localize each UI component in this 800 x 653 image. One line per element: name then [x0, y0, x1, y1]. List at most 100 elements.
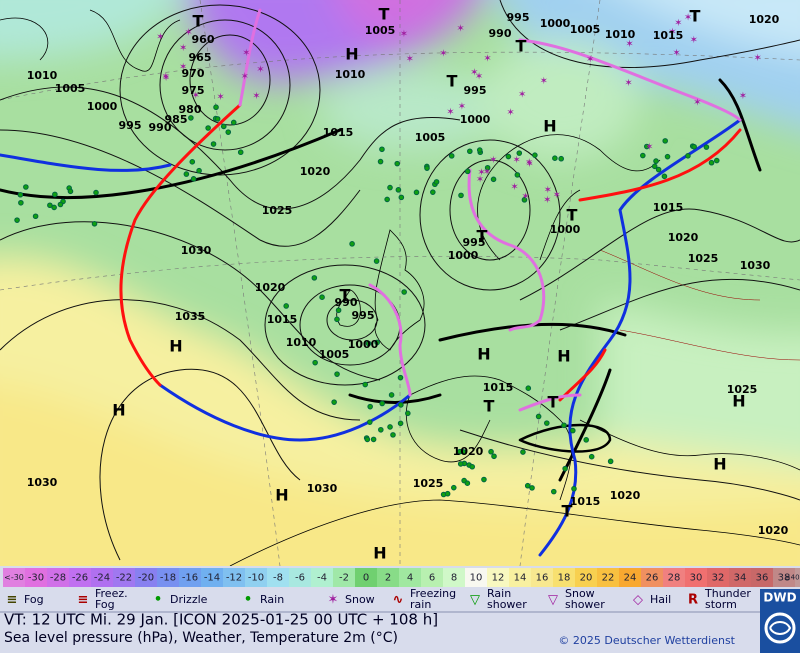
scale-label: 0 [363, 573, 369, 584]
scale-cell [25, 568, 47, 587]
scale-cell [113, 568, 135, 587]
snow-symbol: ✶ [162, 72, 170, 83]
scale-label: <-30 [4, 573, 24, 582]
rain-symbol [331, 399, 337, 405]
snow-symbol: ✶ [693, 98, 701, 109]
isobars [0, 0, 800, 561]
isobar-label: 1000 [348, 338, 379, 351]
rain-symbol [319, 294, 325, 300]
rain-symbol [550, 488, 557, 495]
isobar-label: 1015 [653, 201, 684, 214]
scale-cell [201, 568, 223, 587]
pressure-center: T [548, 393, 559, 412]
scale-label: -6 [295, 573, 305, 584]
snow-symbol: ✶ [179, 62, 187, 73]
isobar-label: 1030 [740, 259, 771, 272]
rain-symbol [51, 204, 57, 211]
scale-cell [245, 568, 267, 587]
temperature-field [0, 0, 800, 566]
scale-cell [773, 568, 795, 587]
rain-symbol [713, 157, 720, 164]
snow-symbol: ✶ [446, 107, 454, 118]
rain-symbol [524, 482, 531, 489]
isobar-label: 1020 [749, 13, 780, 26]
copyright: © 2025 Deutscher Wetterdienst [558, 634, 735, 647]
scale-cell [597, 568, 619, 587]
rain-symbol [535, 413, 542, 420]
rain-symbol [558, 155, 564, 162]
snow-symbol: ✶ [672, 48, 680, 59]
pressure-center: H [373, 544, 386, 563]
isobar-label: 1005 [55, 82, 86, 95]
scale-cell [355, 568, 377, 587]
snow-symbol: ✶ [540, 76, 548, 87]
rain-symbol [311, 275, 318, 281]
rain-symbol [214, 116, 221, 122]
snow-symbol: ✶ [518, 89, 526, 100]
scale-cell [421, 568, 443, 587]
rain-symbol [52, 191, 58, 198]
scale-label: ≥40 °C [785, 574, 800, 582]
snow-symbol: ✶ [252, 91, 260, 102]
scale-label: 4 [407, 573, 413, 584]
rain-symbol [490, 176, 497, 183]
scale-cell [135, 568, 157, 587]
legend-icon: • [154, 593, 162, 608]
rain-symbol [481, 476, 487, 483]
rain-symbol [334, 371, 340, 377]
snow-symbol: ✶ [512, 155, 520, 166]
scale-cell [267, 568, 289, 587]
snow-symbol: ✶ [241, 72, 249, 83]
legend-label: Snow [345, 593, 375, 606]
legend-icon: R [688, 593, 698, 608]
rain-symbol [398, 402, 404, 408]
isobar-label: 1025 [413, 477, 444, 490]
rain-symbol [394, 160, 401, 167]
scale-label: -2 [339, 573, 349, 584]
rain-symbol [543, 420, 550, 426]
snow-symbol: ✶ [553, 190, 561, 201]
rain-symbol [532, 152, 538, 158]
rain-symbol [390, 432, 396, 438]
rain-symbol [491, 453, 497, 460]
rain-symbol [388, 392, 395, 398]
isobar-label: 960 [192, 33, 215, 46]
scale-label: 8 [451, 573, 457, 584]
legend-icon: • [244, 593, 252, 608]
scale-label: -18 [160, 573, 176, 584]
snow-symbol: ✶ [439, 49, 447, 60]
scale-cell [531, 568, 553, 587]
snow-symbol: ✶ [483, 167, 491, 178]
snow-symbol: ✶ [525, 158, 533, 169]
scale-label: -20 [138, 573, 154, 584]
isobar-label: 1030 [181, 244, 212, 257]
scale-cell [465, 568, 487, 587]
scale-cell [223, 568, 245, 587]
rain-symbol [283, 303, 289, 309]
rain-symbol [183, 171, 190, 177]
rain-symbol [571, 485, 577, 492]
scale-cell [69, 568, 91, 587]
rain-symbol [18, 199, 24, 206]
isobar-label: 1000 [550, 223, 581, 236]
legend-label: Hail [650, 593, 671, 606]
rain-symbol [237, 149, 244, 156]
rain-symbol [505, 153, 512, 160]
scale-cell [91, 568, 113, 587]
rain-symbol [32, 213, 39, 220]
logo-text: DWD [763, 591, 796, 605]
rain-symbol [484, 164, 491, 171]
rain-symbol [520, 449, 526, 455]
rain-symbol [397, 374, 404, 381]
snow-symbol: ✶ [544, 185, 552, 196]
snow-symbol: ✶ [256, 65, 264, 76]
isobar-label: 995 [352, 309, 375, 322]
weather-legend: ≡ Fog ≡ Freez. Fog • Drizzle • Rain ✶ Snow ∿ Freezin… [7, 587, 752, 611]
isobar-label: 985 [165, 113, 188, 126]
scale-cell [487, 568, 509, 587]
isobar-label: 995 [119, 119, 142, 132]
rain-symbol [190, 176, 197, 182]
rain-symbol [488, 448, 494, 455]
snow-symbol: ✶ [525, 159, 533, 170]
scale-label: 24 [624, 573, 637, 584]
